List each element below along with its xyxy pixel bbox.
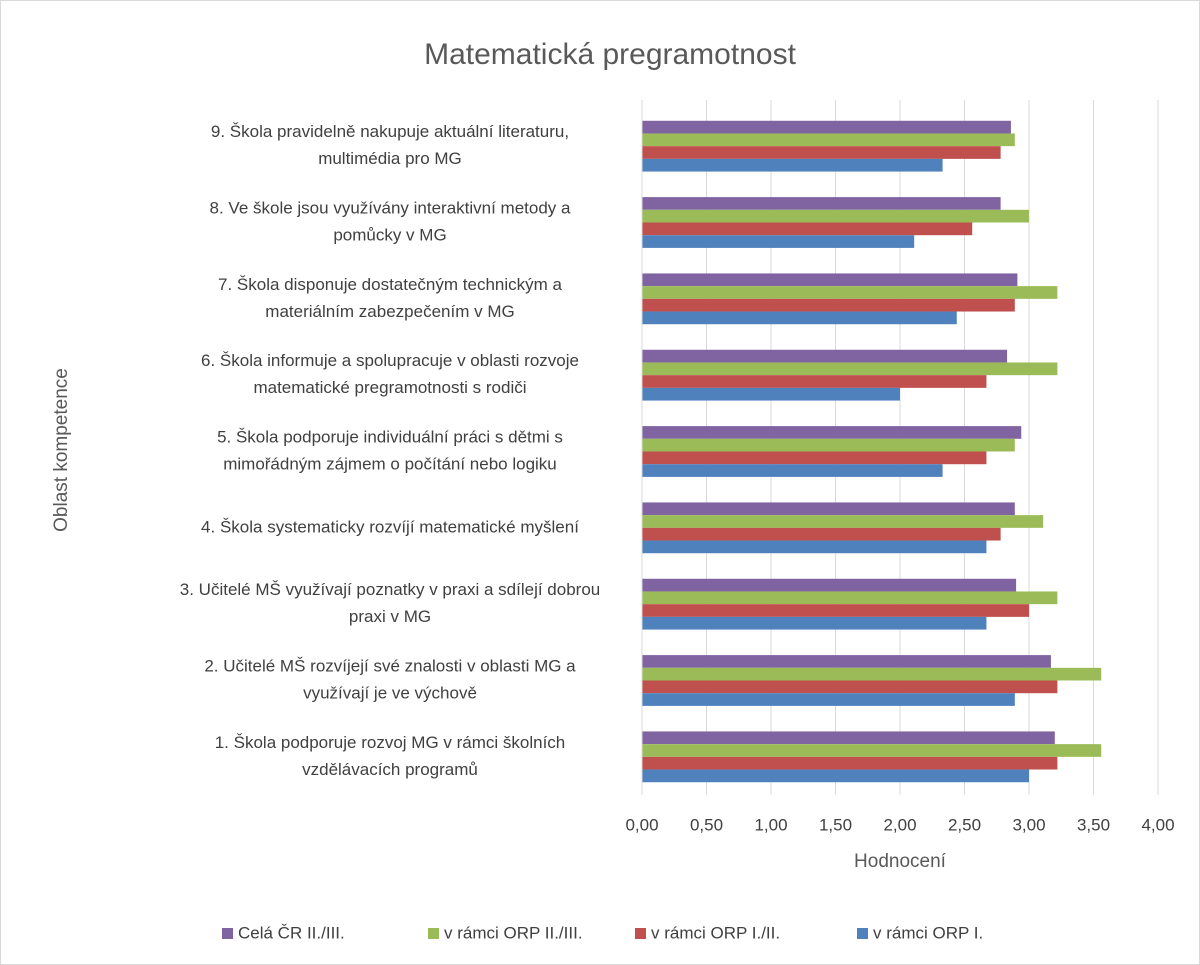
x-tick-label: 0,00 xyxy=(625,815,658,834)
bar xyxy=(642,655,1051,668)
bar xyxy=(642,235,915,248)
bar xyxy=(642,133,1015,147)
chart-title: Matematická pregramotnost xyxy=(424,38,796,71)
y-tick-label: 7. Škola disponuje dostatečným technický… xyxy=(218,275,563,294)
legend-label: v rámci ORP I. xyxy=(873,923,983,942)
x-tick-label: 1,50 xyxy=(819,815,852,834)
bar xyxy=(642,756,1058,770)
bar xyxy=(642,527,1001,541)
bar xyxy=(642,375,987,388)
y-tick-label: pomůcky v MG xyxy=(333,225,446,244)
x-axis-label: Hodnocení xyxy=(854,851,947,872)
bar xyxy=(642,731,1055,745)
y-axis-label: Oblast kompetence xyxy=(51,368,72,532)
bar xyxy=(642,197,1001,210)
y-tick-label: multimédia pro MG xyxy=(318,149,462,168)
bar xyxy=(642,158,943,172)
bar xyxy=(642,438,1015,452)
x-tick-label: 2,00 xyxy=(883,815,916,834)
legend-swatch xyxy=(635,928,646,939)
bar xyxy=(642,222,973,236)
y-tick-label: využívají je ve výchově xyxy=(303,683,477,702)
bar xyxy=(642,604,1029,617)
bar xyxy=(642,591,1058,605)
bar xyxy=(642,502,1015,516)
y-tick-label: 1. Škola podporuje rozvoj MG v rámci ško… xyxy=(215,733,566,752)
bar xyxy=(642,667,1102,681)
x-tick-label: 0,50 xyxy=(690,815,723,834)
bar xyxy=(642,146,1001,159)
bar xyxy=(642,298,1015,312)
legend-label: v rámci ORP I./II. xyxy=(651,923,780,942)
y-tick-label: 3. Učitelé MŠ využívají poznatky v praxi… xyxy=(180,580,600,599)
y-tick-label: 5. Škola podporuje individuální práci s … xyxy=(217,427,563,446)
bar xyxy=(642,387,900,401)
legend-swatch xyxy=(222,928,233,939)
bar xyxy=(642,578,1017,592)
bar xyxy=(642,273,1018,287)
y-tick-label: vzdělávacích programů xyxy=(302,760,478,779)
x-tick-label: 3,00 xyxy=(1012,815,1045,834)
bar xyxy=(642,769,1029,783)
bar xyxy=(642,616,987,630)
x-tick-label: 4,00 xyxy=(1141,815,1174,834)
bar xyxy=(642,120,1011,134)
x-tick-label: 2,50 xyxy=(948,815,981,834)
x-tick-label: 1,00 xyxy=(754,815,787,834)
bar xyxy=(642,349,1008,363)
bar xyxy=(642,464,943,477)
y-tick-label: 8. Ve škole jsou využívány interaktivní … xyxy=(210,198,572,217)
y-tick-label: materiálním zabezpečením v MG xyxy=(265,302,514,321)
y-tick-label: mimořádným zájmem o počítání nebo logiku xyxy=(223,454,557,473)
legend-swatch xyxy=(857,928,868,939)
y-tick-label: 6. Škola informuje a spolupracuje v obla… xyxy=(201,351,579,370)
bar xyxy=(642,362,1058,376)
y-tick-label: 4. Škola systematicky rozvíjí matematick… xyxy=(201,517,579,536)
bar xyxy=(642,540,987,554)
y-tick-label: 9. Škola pravidelně nakupuje aktuální li… xyxy=(211,122,569,141)
legend-swatch xyxy=(428,928,439,939)
bar xyxy=(642,451,987,465)
legend-label: v rámci ORP II./III. xyxy=(444,923,583,942)
y-tick-label: 2. Učitelé MŠ rozvíjejí své znalosti v o… xyxy=(204,656,576,675)
legend-label: Celá ČR II./III. xyxy=(238,923,345,942)
y-tick-label: matematické pregramotnosti s rodiči xyxy=(253,378,526,397)
bar xyxy=(642,680,1058,694)
bar xyxy=(642,515,1044,528)
bar xyxy=(642,311,957,325)
bar xyxy=(642,286,1058,299)
x-tick-label: 3,50 xyxy=(1077,815,1110,834)
y-tick-label: praxi v MG xyxy=(349,607,431,626)
bar xyxy=(642,209,1029,223)
bar xyxy=(642,744,1102,757)
bar xyxy=(642,426,1022,439)
bar xyxy=(642,693,1015,706)
